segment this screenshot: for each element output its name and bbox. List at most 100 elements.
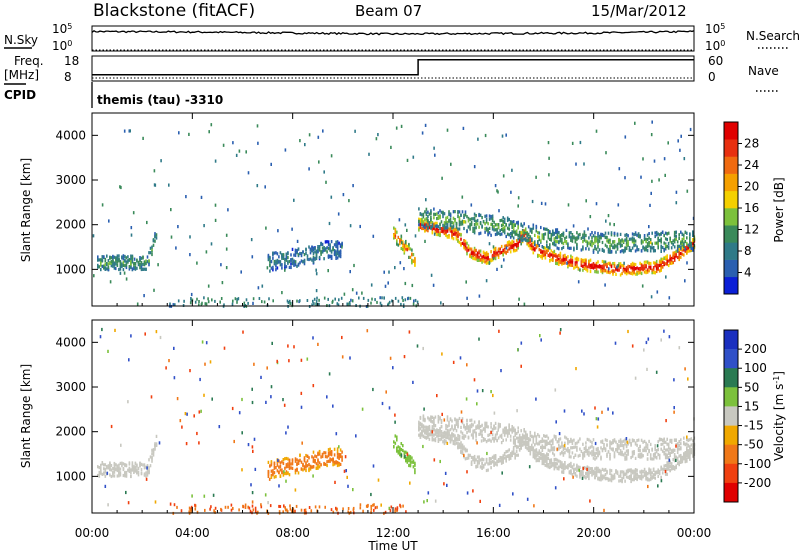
data-cell (286, 299, 289, 303)
data-cell (527, 225, 530, 229)
data-cell (517, 426, 519, 430)
data-cell (490, 460, 492, 465)
data-cell (278, 459, 280, 463)
data-cell (214, 203, 217, 207)
data-cell (281, 291, 283, 295)
data-cell (428, 221, 431, 225)
data-cell (538, 235, 541, 239)
data-cell (470, 462, 473, 466)
data-cell (479, 430, 482, 434)
data-cell (660, 260, 662, 264)
data-cell (613, 475, 616, 479)
data-cell (127, 400, 129, 404)
data-cell (394, 266, 396, 270)
data-cell (136, 463, 138, 467)
data-cell (125, 490, 127, 495)
data-cell (619, 474, 622, 478)
data-cell (559, 452, 562, 456)
data-cell (678, 346, 681, 350)
data-cell (624, 472, 626, 476)
data-cell (510, 190, 512, 194)
data-cell (455, 237, 458, 241)
data-cell (409, 459, 412, 464)
data-cell (633, 270, 635, 274)
data-cell (478, 232, 480, 236)
data-cell (106, 471, 109, 475)
data-cell (405, 247, 407, 251)
data-cell (485, 440, 488, 444)
data-cell (452, 441, 455, 445)
nave-tick-bottom: 0 (708, 70, 716, 84)
data-cell (585, 262, 587, 266)
data-cell (428, 417, 431, 421)
data-cell (614, 341, 617, 345)
data-cell (426, 218, 429, 222)
data-cell (521, 433, 524, 437)
data-cell (655, 455, 658, 460)
data-cell (140, 472, 143, 476)
data-cell (598, 478, 601, 482)
data-cell (556, 240, 559, 244)
data-cell (692, 233, 694, 237)
data-cell (588, 241, 590, 245)
data-cell (273, 251, 276, 255)
data-cell (449, 428, 452, 432)
data-cell (394, 434, 397, 438)
data-cell (570, 437, 572, 441)
data-cell (306, 299, 309, 302)
data-cell (552, 256, 554, 260)
data-cell (657, 484, 659, 488)
data-cell (110, 464, 113, 468)
data-cell (445, 440, 447, 444)
data-cell (609, 471, 611, 475)
data-cell (514, 243, 516, 247)
data-cell (594, 263, 596, 267)
data-cell (107, 268, 110, 272)
data-cell (458, 240, 461, 245)
data-cell (627, 452, 629, 456)
data-cell (607, 250, 610, 254)
data-cell (555, 261, 557, 265)
data-cell (556, 462, 559, 466)
data-cell (326, 240, 328, 244)
data-cell (281, 468, 283, 472)
data-cell (151, 452, 153, 456)
data-cell (619, 262, 622, 266)
data-cell (146, 464, 149, 468)
data-cell (642, 268, 644, 272)
data-cell (649, 453, 652, 457)
data-cell (112, 259, 114, 263)
data-cell (563, 477, 565, 481)
data-cell (294, 457, 297, 461)
data-cell (122, 268, 125, 272)
data-cell (559, 251, 562, 255)
data-cell (526, 442, 528, 446)
data-cell (430, 417, 432, 421)
data-cell (663, 445, 665, 449)
data-cell (409, 455, 412, 459)
data-cell (600, 475, 602, 479)
data-cell (666, 472, 668, 476)
data-cell (541, 437, 544, 441)
data-cell (663, 329, 665, 333)
data-cell (304, 143, 306, 147)
data-cell (619, 444, 622, 448)
data-cell (473, 212, 476, 216)
data-cell (333, 453, 336, 457)
data-cell (544, 256, 547, 260)
data-cell (591, 473, 593, 477)
data-cell (418, 219, 420, 223)
data-cell (676, 247, 679, 251)
data-cell (683, 242, 685, 246)
data-cell (472, 423, 474, 427)
data-cell (577, 257, 580, 261)
data-cell (422, 429, 425, 433)
data-cell (637, 447, 640, 451)
data-cell (634, 471, 637, 476)
data-cell (484, 214, 486, 218)
data-cell (537, 453, 539, 457)
data-cell (460, 449, 462, 453)
data-cell (469, 429, 471, 433)
data-cell (612, 269, 614, 273)
data-cell (523, 436, 525, 440)
